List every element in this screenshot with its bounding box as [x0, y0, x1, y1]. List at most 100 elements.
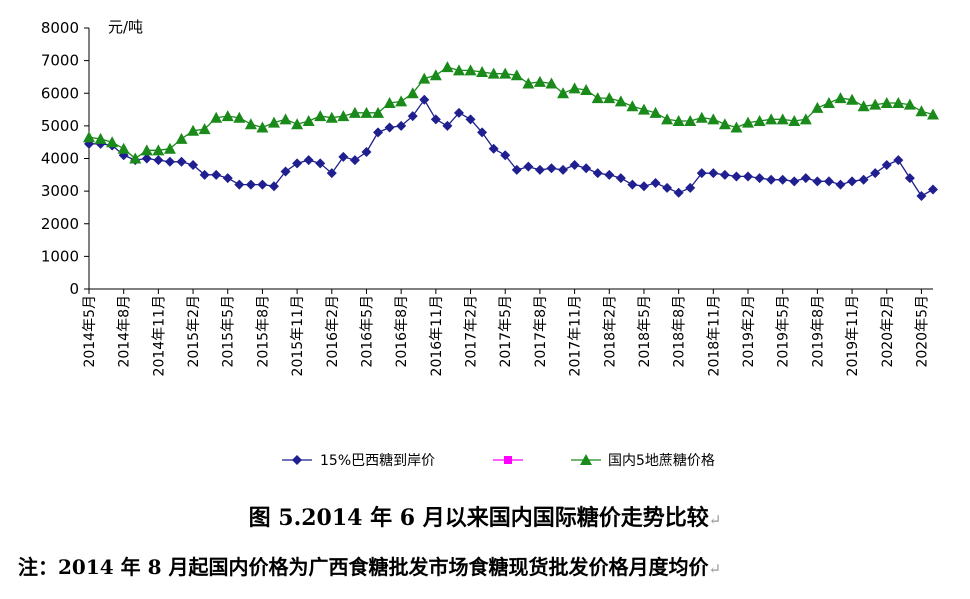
- data-point: [476, 66, 489, 78]
- data-point: [661, 113, 674, 125]
- x-tick-label: 2016年2月: [325, 295, 341, 368]
- x-tick-label: 2016年5月: [359, 295, 375, 368]
- legend-item-1: [493, 456, 523, 464]
- data-point: [152, 144, 165, 156]
- data-point: [626, 100, 639, 112]
- paragraph-mark: ↵: [708, 560, 722, 578]
- data-point: [731, 171, 742, 182]
- data-point: [198, 123, 211, 135]
- data-point: [708, 168, 719, 179]
- data-point: [487, 67, 500, 79]
- data-point: [903, 98, 916, 110]
- data-point: [627, 179, 638, 190]
- y-tick-label: 3000: [41, 182, 79, 200]
- data-point: [245, 179, 256, 190]
- data-point: [429, 69, 442, 81]
- x-tick-label: 2015年2月: [186, 295, 202, 368]
- data-point: [534, 164, 545, 175]
- data-point: [684, 114, 697, 126]
- data-point: [499, 67, 512, 79]
- data-point: [754, 173, 765, 184]
- data-point: [222, 173, 233, 184]
- data-point: [407, 111, 418, 122]
- data-point: [880, 97, 893, 109]
- data-point: [164, 156, 175, 167]
- data-point: [464, 64, 477, 76]
- data-point: [799, 113, 812, 125]
- x-tick-label: 2014年8月: [117, 295, 133, 368]
- x-tick-label: 2019年2月: [741, 295, 757, 368]
- data-point: [256, 121, 269, 133]
- data-point: [869, 98, 882, 110]
- x-tick-label: 2015年5月: [221, 295, 237, 368]
- data-point: [904, 173, 915, 184]
- data-point: [858, 174, 869, 185]
- data-point: [360, 106, 373, 118]
- data-point: [500, 150, 511, 161]
- data-point: [406, 87, 419, 99]
- data-point: [742, 116, 755, 128]
- data-point: [604, 169, 615, 180]
- data-point: [893, 155, 904, 166]
- data-point: [163, 142, 176, 154]
- data-point: [430, 114, 441, 125]
- data-point: [696, 168, 707, 179]
- data-point: [928, 184, 938, 195]
- data-point: [373, 127, 384, 138]
- x-tick-label: 2019年8月: [810, 295, 826, 368]
- data-point: [337, 110, 350, 122]
- data-point: [291, 118, 304, 130]
- data-point: [580, 83, 593, 95]
- data-point: [777, 174, 788, 185]
- data-point: [257, 179, 268, 190]
- data-point: [106, 136, 119, 148]
- x-tick-label: 2017年2月: [464, 295, 480, 368]
- data-point: [546, 163, 557, 174]
- data-point: [176, 156, 187, 167]
- data-point: [637, 103, 650, 115]
- data-point: [915, 105, 928, 117]
- data-point: [545, 77, 558, 89]
- x-tick-label: 2019年11月: [845, 295, 861, 376]
- data-point: [822, 97, 835, 109]
- data-point: [279, 113, 292, 125]
- data-point: [592, 168, 603, 179]
- data-point: [776, 113, 789, 125]
- data-point: [199, 169, 210, 180]
- data-point: [603, 92, 616, 104]
- data-point: [522, 77, 535, 89]
- y-tick-label: 5000: [41, 117, 79, 135]
- data-point: [707, 113, 720, 125]
- figure-caption: 图 5.2014 年 6 月以来国内国际糖价走势比较↵: [0, 500, 970, 532]
- data-point: [175, 132, 188, 144]
- data-point: [811, 101, 824, 113]
- data-point: [789, 176, 800, 187]
- x-tick-label: 2020年2月: [880, 295, 896, 368]
- x-tick-label: 2016年11月: [429, 295, 445, 376]
- x-tick-label: 2017年11月: [568, 295, 584, 376]
- data-point: [280, 166, 291, 177]
- data-point: [927, 108, 939, 120]
- data-point: [83, 131, 95, 143]
- legend-label: 国内5地蔗糖价格: [608, 453, 715, 469]
- series-0: [84, 94, 938, 202]
- data-point: [477, 127, 488, 138]
- data-point: [117, 142, 130, 154]
- data-point: [753, 114, 766, 126]
- data-point: [846, 93, 859, 105]
- data-point: [442, 120, 453, 131]
- data-point: [244, 118, 257, 130]
- data-point: [766, 174, 777, 185]
- y-axis-unit-label: 元/吨: [108, 18, 143, 36]
- y-tick-label: 7000: [41, 52, 79, 70]
- data-point: [673, 187, 684, 198]
- data-point: [847, 176, 858, 187]
- data-point: [221, 110, 234, 122]
- data-point: [568, 82, 581, 94]
- figure-note: 注：2014 年 8 月起国内价格为广西食糖批发市场食糖现货批发价格月度均价↵: [18, 551, 970, 580]
- x-tick-label: 2018年5月: [637, 295, 653, 368]
- y-tick-label: 6000: [41, 84, 79, 102]
- data-point: [892, 97, 905, 109]
- data-point: [510, 69, 523, 81]
- figure-note-text: 注：2014 年 8 月起国内价格为广西食糖批发市场食糖现货批发价格月度均价: [18, 555, 709, 579]
